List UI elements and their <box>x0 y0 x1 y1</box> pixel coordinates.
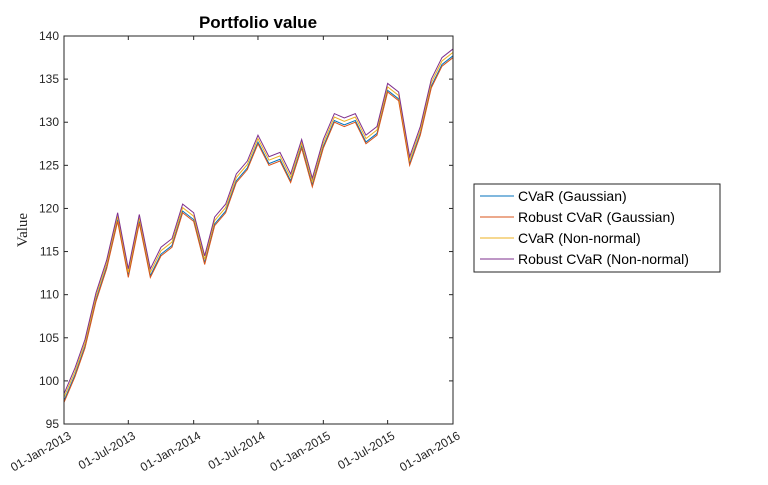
x-tick-label: 01-Jul-2013 <box>76 428 138 472</box>
legend-label: CVaR (Gaussian) <box>518 188 627 204</box>
y-tick-label: 125 <box>39 158 59 172</box>
legend-label: Robust CVaR (Gaussian) <box>518 209 675 225</box>
chart-title: Portfolio value <box>199 13 317 32</box>
x-tick-label: 01-Jan-2014 <box>138 428 204 474</box>
axes-box <box>63 35 454 425</box>
y-tick-label: 105 <box>39 331 59 345</box>
x-tick-label: 01-Jan-2013 <box>8 428 74 474</box>
x-tick-label: 01-Jan-2016 <box>397 428 463 474</box>
plot-area <box>64 36 453 424</box>
line-series <box>63 57 454 403</box>
line-series <box>63 51 454 398</box>
y-tick-label: 95 <box>46 417 60 431</box>
line-series <box>63 48 454 395</box>
y-tick-label: 120 <box>39 201 59 215</box>
x-tick-label: 01-Jul-2015 <box>335 428 397 472</box>
legend-box <box>473 183 721 273</box>
x-tick-label: 01-Jul-2014 <box>206 428 268 472</box>
x-tick-label: 01-Jan-2015 <box>267 428 333 474</box>
legend-label: CVaR (Non-normal) <box>518 230 641 246</box>
legend-label: Robust CVaR (Non-normal) <box>518 251 689 267</box>
legend: CVaR (Gaussian) Robust CVaR (Gaussian) CVa… <box>473 183 721 273</box>
y-tick-label: 140 <box>39 29 59 43</box>
y-tick-label: 130 <box>39 115 59 129</box>
y-tick-label: 135 <box>39 72 59 86</box>
y-tick-label: 100 <box>39 374 59 388</box>
y-axis-label: Value <box>15 213 31 247</box>
y-tick-label: 110 <box>40 288 59 302</box>
y-tick-label: 115 <box>40 245 59 259</box>
